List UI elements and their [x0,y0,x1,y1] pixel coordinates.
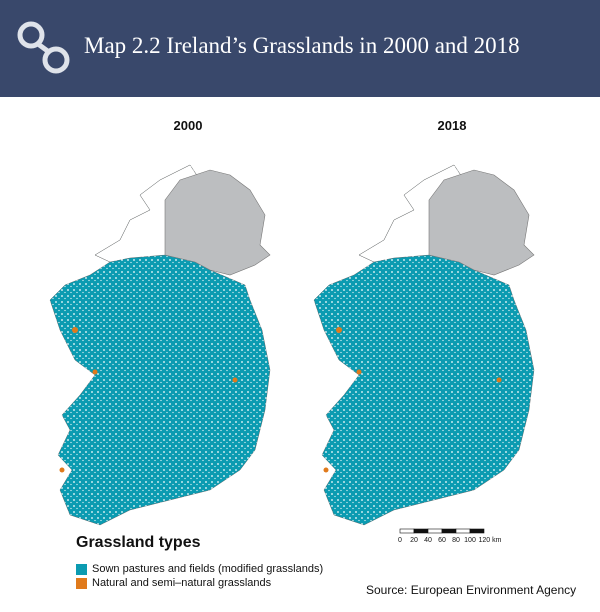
header: Map 2.2 Ireland’s Grasslands in 2000 and… [0,0,600,97]
natural-patch [59,467,65,473]
scale-segment [399,528,415,534]
scale-segment [427,528,443,534]
natural-patch [356,369,362,375]
texture [50,165,270,525]
scale-label: 120 km [478,537,502,544]
legend-item: Natural and semi–natural grasslands [76,577,271,589]
scale-segment [413,528,429,534]
header-title: Map 2.2 Ireland’s Grasslands in 2000 and… [84,33,520,58]
map-ireland [313,164,535,526]
map-label: 2000 [173,118,203,133]
scale-label: 0 [398,537,402,544]
map-ireland [49,164,271,526]
scale-label: 60 [438,537,446,544]
logo [17,21,70,74]
natural-patch [92,369,98,375]
map-label: 2018 [437,118,467,133]
legend-label: Sown pastures and fields (modified grass… [92,563,324,575]
texture [314,165,534,525]
scale-bar [399,528,485,534]
legend-swatch [76,563,87,575]
scale-segment [441,528,457,534]
scale-segment [455,528,471,534]
natural-patch [323,467,329,473]
natural-patch [496,377,502,383]
northern-ireland [164,169,271,276]
scale-label: 100 [464,537,476,544]
natural-patch [72,327,78,333]
scale-label: 20 [410,537,418,544]
natural-patch [232,377,238,383]
natural-patch [336,327,342,333]
legend-item: Sown pastures and fields (modified grass… [76,563,323,575]
scale-segment [469,528,485,534]
northern-ireland [428,169,535,276]
legend-label: Natural and semi–natural grasslands [92,577,272,589]
scale-label: 40 [424,537,432,544]
legend-swatch [76,577,87,589]
legend-title: Grassland types [76,534,201,551]
scale-label: 80 [452,537,460,544]
source: Source: European Environment Agency [366,583,577,597]
